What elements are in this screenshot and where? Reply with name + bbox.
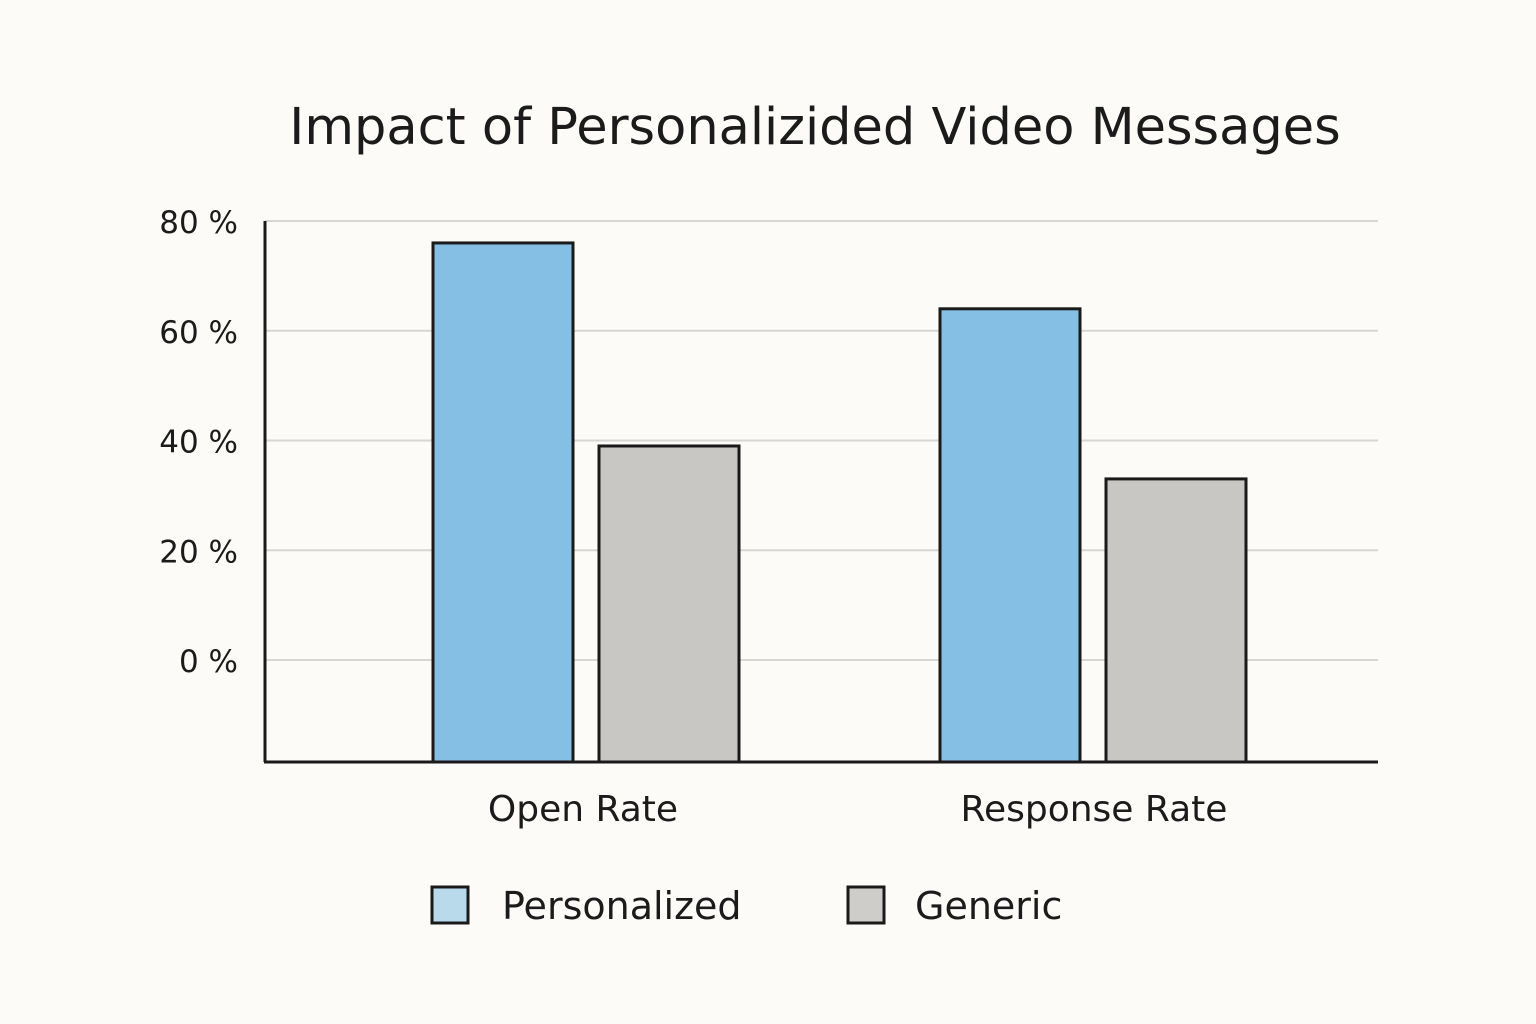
legend: Personalized Generic <box>430 884 1062 928</box>
bar-generic-response-rate <box>1104 477 1248 764</box>
y-tick-label: 60 % <box>159 315 238 351</box>
legend-label-personalized: Personalized <box>502 884 742 928</box>
y-tick-label: 20 % <box>159 534 238 570</box>
bars <box>431 241 1248 764</box>
y-tick-label: 80 % <box>159 205 238 241</box>
y-tick-label: 0 % <box>179 644 238 680</box>
bar-personalized-open-rate <box>431 241 575 764</box>
x-label-open-rate: Open Rate <box>488 789 678 830</box>
x-label-response-rate: Response Rate <box>961 789 1228 830</box>
bar-generic-open-rate <box>597 444 741 764</box>
y-axis-ticks: 0 % 20 % 40 % 60 % 80 % <box>159 205 238 680</box>
chart-title: Impact of Personalizided Video Messages <box>289 98 1340 157</box>
bar-personalized-response-rate <box>938 307 1082 764</box>
legend-swatch-personalized <box>430 885 470 925</box>
legend-label-generic: Generic <box>915 884 1062 928</box>
y-tick-label: 40 % <box>159 425 238 461</box>
legend-swatch-generic <box>846 885 886 925</box>
